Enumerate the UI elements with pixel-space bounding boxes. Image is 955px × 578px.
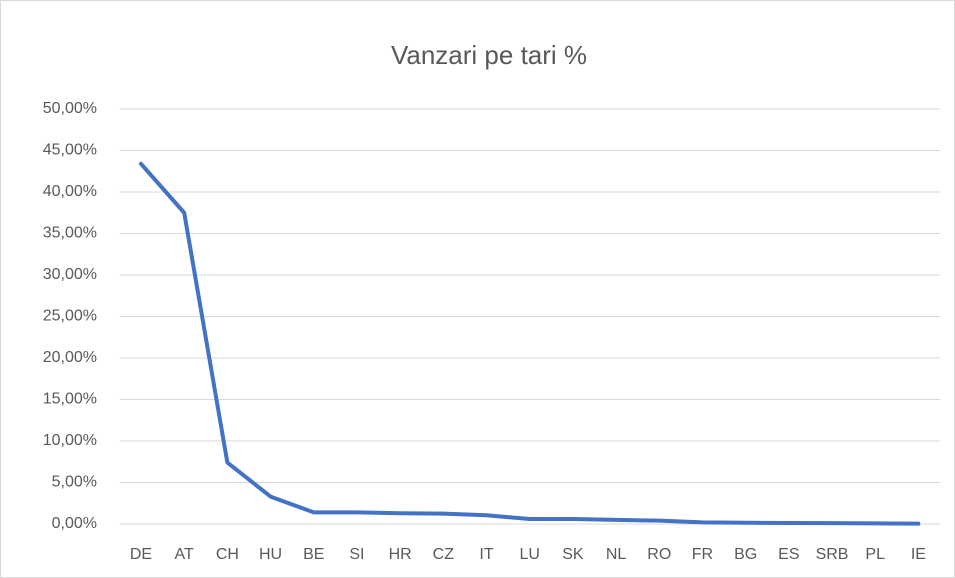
- x-tick-label: BG: [734, 546, 757, 563]
- x-tick-label: CH: [216, 546, 239, 563]
- line-series: [138, 161, 921, 526]
- y-tick-label: 45,00%: [43, 142, 97, 159]
- x-tick-label: ES: [778, 546, 799, 563]
- x-tick-label: SK: [562, 546, 584, 563]
- x-tick-label: IE: [911, 546, 926, 563]
- x-tick-label: SRB: [816, 546, 849, 563]
- x-tick-label: HR: [389, 546, 412, 563]
- y-tick-label: 40,00%: [43, 183, 97, 200]
- chart-title: Vanzari pe tari %: [391, 40, 587, 70]
- y-tick-label: 35,00%: [43, 225, 97, 242]
- x-tick-label: FR: [692, 546, 713, 563]
- y-tick-label: 0,00%: [52, 515, 97, 532]
- x-tick-label: AT: [175, 546, 194, 563]
- y-tick-label: 30,00%: [43, 266, 97, 283]
- y-tick-label: 20,00%: [43, 349, 97, 366]
- x-tick-label: IT: [479, 546, 493, 563]
- x-tick-label: CZ: [433, 546, 455, 563]
- y-tick-label: 15,00%: [43, 391, 97, 408]
- x-tick-label: SI: [349, 546, 364, 563]
- x-tick-label: NL: [606, 546, 627, 563]
- y-tick-label: 50,00%: [43, 100, 97, 117]
- x-tick-label: DE: [130, 546, 152, 563]
- x-tick-label: LU: [519, 546, 539, 563]
- y-tick-label: 5,00%: [52, 474, 97, 491]
- x-tick-label: HU: [259, 546, 282, 563]
- x-tick-label: RO: [647, 546, 671, 563]
- x-tick-label: BE: [303, 546, 324, 563]
- y-tick-label: 10,00%: [43, 432, 97, 449]
- x-tick-label: PL: [865, 546, 885, 563]
- y-tick-label: 25,00%: [43, 308, 97, 325]
